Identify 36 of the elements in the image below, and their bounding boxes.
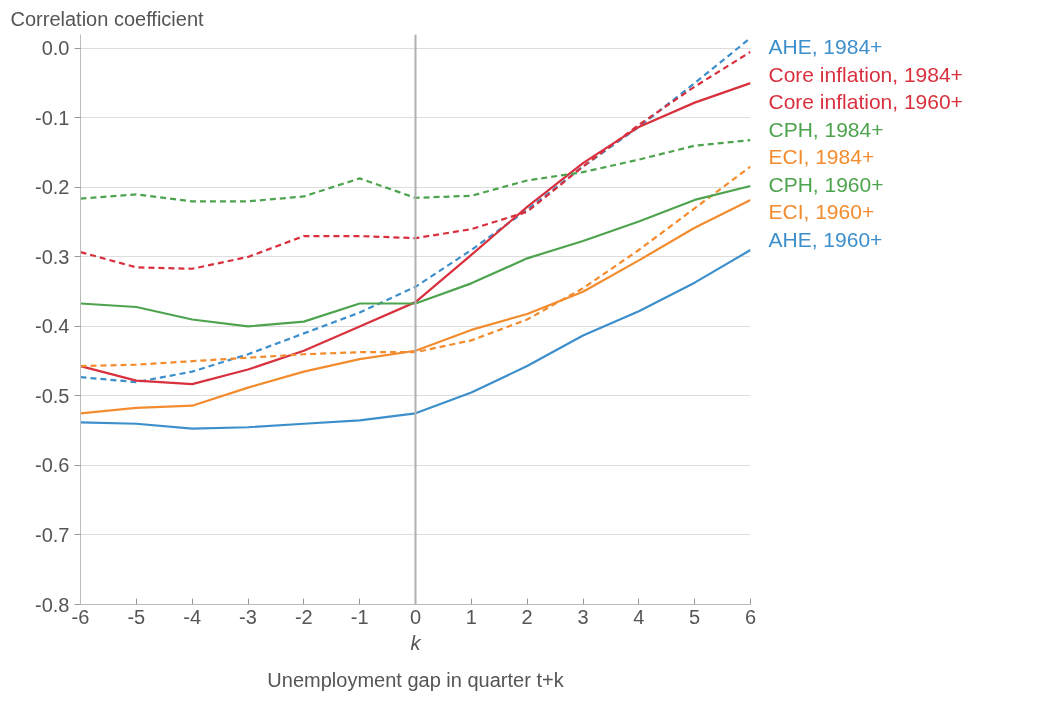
y-tick-label: -0.4	[35, 315, 70, 338]
x-tick-label: 1	[465, 605, 477, 628]
y-tick-label: -0.2	[35, 176, 70, 199]
x-axis-title: k	[410, 631, 422, 654]
y-tick-label: -0.3	[35, 245, 70, 268]
x-tick-label: -6	[71, 605, 90, 628]
x-tick-label: 0	[409, 605, 422, 628]
series-label: ECI, 1984+	[768, 145, 875, 169]
series-label: Core inflation, 1984+	[768, 62, 963, 86]
series-label: CPH, 1984+	[768, 117, 884, 141]
y-tick-label: -0.5	[35, 384, 70, 407]
y-tick-label: -0.1	[35, 106, 70, 129]
x-tick-label: 6	[744, 605, 757, 628]
series-label: AHE, 1960+	[768, 227, 883, 251]
line-series	[80, 139, 751, 203]
series-label: ECI, 1960+	[768, 200, 875, 224]
series-label: Core inflation, 1960+	[768, 90, 963, 114]
x-tick-label: -1	[350, 605, 369, 628]
y-axis-title: Correlation coefficient	[10, 7, 205, 30]
y-tick-label: -0.7	[35, 523, 70, 546]
x-tick-label: -2	[294, 605, 313, 628]
line-series	[80, 248, 751, 430]
x-tick-label: 5	[689, 605, 701, 628]
text: Unemployment gap in quarter t+k	[267, 668, 565, 691]
y-tick-label: -0.6	[35, 454, 70, 477]
series-label: CPH, 1960+	[768, 172, 884, 196]
x-tick-label: 2	[521, 605, 533, 628]
line-series	[80, 184, 751, 328]
y-tick-label: 0.0	[41, 37, 70, 60]
x-tick-label: -5	[127, 605, 146, 628]
y-tick-label: -0.8	[35, 593, 70, 616]
x-tick-label: 3	[577, 605, 589, 628]
x-tick-label: -4	[183, 605, 202, 628]
series-label: AHE, 1984+	[768, 35, 883, 59]
x-tick-label: -3	[239, 605, 257, 628]
x-tick-label: 4	[633, 605, 645, 628]
